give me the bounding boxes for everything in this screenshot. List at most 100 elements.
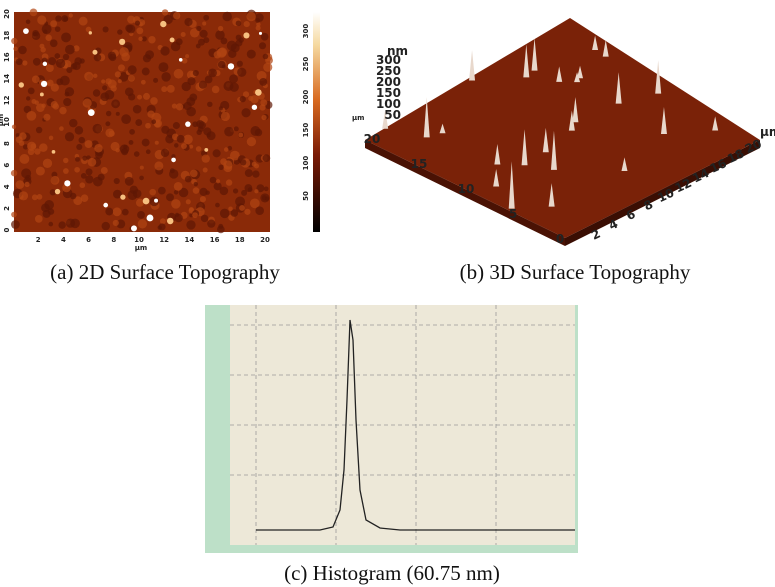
grain — [133, 189, 142, 198]
grain — [261, 115, 266, 120]
y-tick-label: 18 — [3, 31, 11, 41]
grain — [128, 65, 137, 74]
grain — [61, 32, 71, 42]
grain — [148, 36, 155, 43]
grain — [252, 162, 257, 167]
x-tick-label: 6 — [86, 236, 91, 244]
grain — [65, 87, 74, 96]
grain — [213, 149, 221, 157]
spot — [64, 180, 70, 186]
grain — [153, 78, 158, 83]
grain — [215, 203, 220, 208]
grain — [135, 21, 140, 26]
grain — [63, 168, 69, 174]
x-tick-label: 12 — [159, 236, 169, 244]
grain — [200, 196, 206, 202]
grain — [143, 93, 150, 100]
grain — [161, 72, 170, 81]
grain — [19, 191, 28, 200]
grain — [30, 143, 36, 149]
spot — [52, 150, 56, 154]
grain — [177, 135, 185, 143]
grain — [42, 24, 52, 34]
grain — [255, 206, 264, 215]
spot — [103, 203, 108, 208]
grain — [32, 194, 38, 200]
grain — [55, 15, 61, 21]
grain — [63, 17, 68, 22]
y-tick-label: 8 — [3, 141, 11, 146]
y-tick-label: 5 — [509, 207, 517, 221]
grain — [264, 186, 269, 191]
grain — [146, 149, 151, 154]
grain — [11, 38, 17, 44]
grain — [93, 124, 103, 134]
grain — [217, 226, 225, 234]
topography-2d — [11, 8, 273, 233]
grain — [63, 54, 69, 60]
grain — [93, 74, 97, 78]
grain — [16, 58, 23, 65]
grain — [173, 12, 180, 19]
grain — [171, 42, 181, 52]
grain — [201, 215, 208, 222]
grain — [147, 110, 154, 117]
grain — [184, 18, 192, 26]
grain — [203, 15, 209, 21]
grain — [54, 53, 60, 59]
grain — [30, 8, 38, 16]
grain — [151, 119, 156, 124]
histogram-frame — [205, 305, 578, 553]
grain — [121, 53, 130, 62]
grain — [265, 197, 269, 201]
grain — [222, 65, 226, 69]
spot — [255, 89, 262, 96]
grain — [138, 219, 147, 228]
grain — [224, 127, 234, 137]
x-tick-label: 20 — [260, 236, 270, 244]
grain — [11, 170, 17, 176]
grain — [36, 167, 45, 176]
grain — [261, 33, 269, 41]
grain — [263, 63, 272, 72]
grain — [76, 144, 82, 150]
grain — [79, 137, 86, 144]
grain — [250, 126, 260, 136]
spot — [167, 218, 173, 224]
grain — [114, 178, 120, 184]
grain — [162, 9, 168, 15]
grain — [11, 212, 17, 218]
spot — [120, 194, 125, 199]
y-tick-label: 12 — [3, 95, 11, 105]
y-tick-label: 16 — [3, 52, 11, 62]
grain — [259, 78, 267, 86]
grain — [212, 86, 220, 94]
grain — [210, 177, 217, 184]
grain — [174, 182, 183, 191]
grain — [248, 96, 253, 101]
grain — [247, 137, 256, 146]
spot — [243, 32, 249, 38]
y-axis-label: μm — [0, 114, 5, 126]
grain — [218, 26, 223, 31]
grain — [145, 50, 154, 59]
spot — [55, 189, 60, 194]
grain — [229, 74, 238, 83]
grain — [161, 149, 169, 157]
grain — [142, 139, 150, 147]
grain — [28, 87, 35, 94]
grain — [192, 121, 198, 127]
grain — [93, 177, 103, 187]
grain — [136, 27, 143, 34]
grain — [255, 18, 260, 23]
grain — [69, 13, 73, 17]
spot — [170, 37, 175, 42]
grain — [88, 158, 97, 167]
grain — [158, 62, 168, 72]
grain — [199, 81, 207, 89]
grain — [18, 46, 27, 55]
grain — [63, 98, 71, 106]
spot — [40, 93, 44, 97]
grain — [85, 140, 93, 148]
grain — [24, 182, 29, 187]
